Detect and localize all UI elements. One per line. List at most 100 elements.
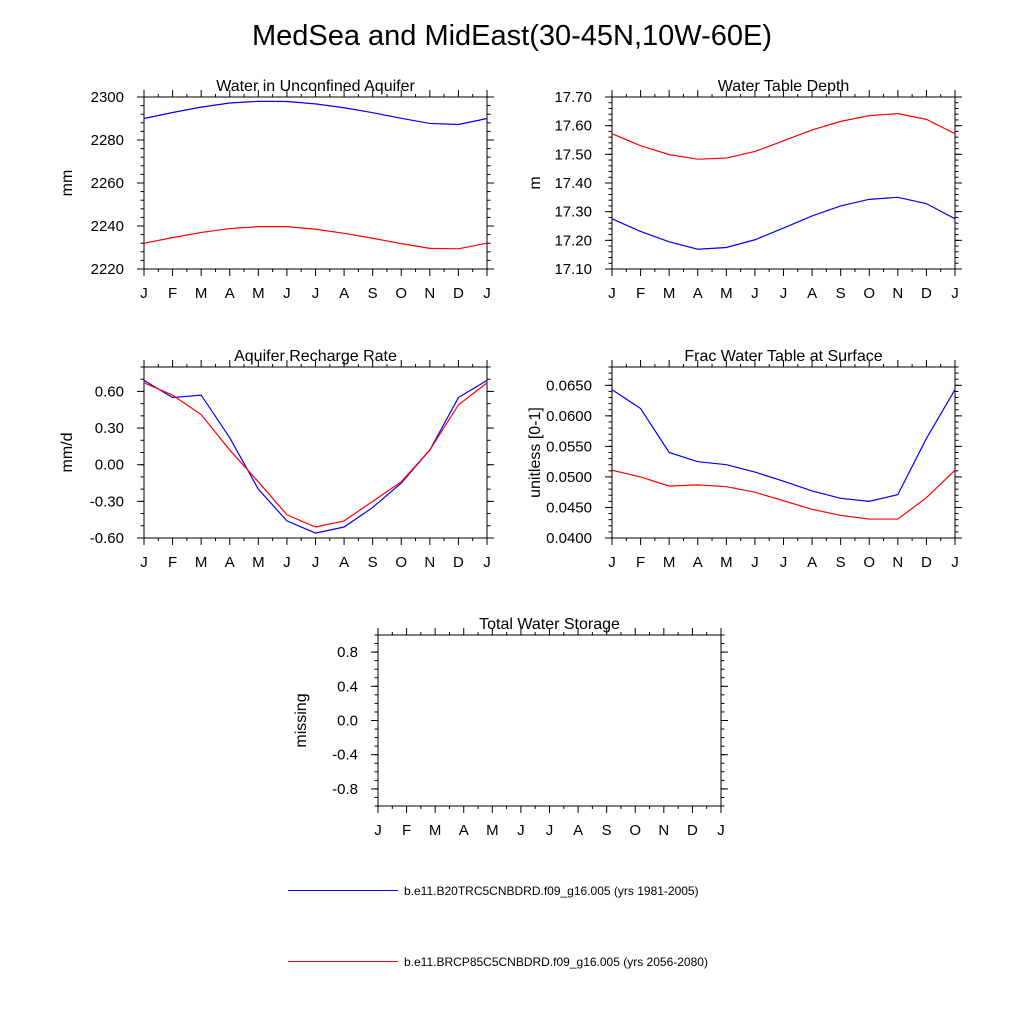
x-tick-label: F	[402, 822, 411, 839]
x-tick-label: J	[546, 822, 554, 839]
series-line-blue	[611, 389, 956, 502]
x-tick-label: S	[836, 554, 846, 571]
y-tick-label: 0.60	[95, 383, 124, 400]
series-line-blue	[611, 196, 956, 250]
y-tick-label: 0.0550	[546, 438, 592, 455]
y-axis-label: m	[527, 176, 544, 189]
panel-title: Aquifer Recharge Rate	[234, 348, 397, 365]
series-line-red	[611, 469, 956, 520]
x-tick-label: M	[195, 554, 208, 571]
y-tick-label: 0.0450	[546, 499, 592, 516]
series-line-red	[143, 226, 488, 250]
y-tick-label: 17.60	[554, 118, 592, 135]
x-tick-label: O	[863, 285, 875, 302]
panel-frac-water-table-surface: Frac Water Table at Surface unitless [0-1…	[527, 348, 962, 571]
y-tick-label: 17.10	[554, 261, 592, 278]
x-tick-label: M	[195, 285, 208, 302]
plot-frame	[611, 96, 956, 270]
y-tick-label: 2220	[91, 261, 124, 278]
x-tick-label: A	[459, 822, 469, 839]
x-tick-label: J	[483, 285, 491, 302]
x-tick-label: J	[312, 554, 320, 571]
y-tick-label: -0.8	[332, 781, 358, 798]
x-tick-label: J	[140, 285, 148, 302]
x-tick-label: A	[225, 554, 235, 571]
y-tick-label: 17.40	[554, 175, 592, 192]
y-tick-label: 0.0650	[546, 377, 592, 394]
y-tick-label: 17.70	[554, 89, 592, 106]
x-tick-label: A	[573, 822, 583, 839]
x-tick-label: M	[663, 554, 676, 571]
x-tick-label: N	[424, 285, 435, 302]
plot-frame	[377, 634, 722, 807]
x-tick-label: A	[807, 285, 817, 302]
x-tick-label: J	[608, 285, 616, 302]
y-tick-label: 2260	[91, 175, 124, 192]
y-tick-label: 0.4	[337, 678, 358, 695]
panel-title: Water in Unconfined Aquifer	[216, 78, 415, 95]
panel-title: Frac Water Table at Surface	[684, 348, 882, 365]
x-tick-label: O	[395, 554, 407, 571]
x-tick-label: S	[602, 822, 612, 839]
x-tick-label: N	[892, 554, 903, 571]
x-tick-label: F	[636, 554, 645, 571]
x-tick-label: M	[252, 554, 265, 571]
plot-frame	[611, 366, 956, 539]
x-tick-label: D	[921, 285, 932, 302]
x-tick-label: M	[429, 822, 442, 839]
y-axis-label: unitless [0-1]	[527, 407, 544, 498]
y-axis-label: mm/d	[59, 433, 76, 473]
y-tick-label: 2240	[91, 218, 124, 235]
x-tick-label: O	[395, 285, 407, 302]
y-tick-label: 0.0500	[546, 469, 592, 486]
y-tick-label: 17.20	[554, 232, 592, 249]
series-line-blue	[143, 379, 488, 534]
x-tick-label: J	[283, 285, 291, 302]
y-tick-label: 17.50	[554, 146, 592, 163]
y-tick-label: 0.0600	[546, 408, 592, 425]
x-tick-label: F	[636, 285, 645, 302]
y-tick-label: -0.4	[332, 747, 358, 764]
x-tick-label: D	[453, 554, 464, 571]
x-tick-label: J	[608, 554, 616, 571]
x-tick-label: D	[453, 285, 464, 302]
x-tick-label: J	[951, 285, 959, 302]
x-tick-label: A	[693, 285, 703, 302]
x-tick-label: A	[225, 285, 235, 302]
x-tick-label: A	[339, 285, 349, 302]
figure-title: MedSea and MidEast(30-45N,10W-60E)	[251, 20, 773, 52]
x-tick-label: N	[658, 822, 669, 839]
y-axis-label: missing	[293, 693, 310, 747]
y-tick-label: -0.30	[90, 493, 124, 510]
plot-frame	[143, 366, 488, 539]
y-tick-label: 0.0400	[546, 530, 592, 547]
x-tick-label: D	[921, 554, 932, 571]
x-tick-label: J	[751, 554, 759, 571]
y-tick-label: 0.00	[95, 457, 124, 474]
x-tick-label: J	[780, 554, 788, 571]
x-tick-label: J	[751, 285, 759, 302]
panel-title: Water Table Depth	[718, 78, 850, 95]
x-tick-label: N	[424, 554, 435, 571]
x-tick-label: F	[168, 554, 177, 571]
x-tick-label: N	[892, 285, 903, 302]
x-tick-label: J	[780, 285, 788, 302]
x-tick-label: J	[717, 822, 725, 839]
y-tick-label: 2300	[91, 89, 124, 106]
x-tick-label: J	[140, 554, 148, 571]
plot-frame	[143, 96, 488, 270]
x-tick-label: M	[252, 285, 265, 302]
x-tick-label: A	[339, 554, 349, 571]
y-tick-label: 2280	[91, 132, 124, 149]
x-tick-label: J	[483, 554, 491, 571]
y-axis-label: mm	[59, 170, 76, 197]
x-tick-label: J	[374, 822, 382, 839]
y-tick-label: -0.60	[90, 530, 124, 547]
x-tick-label: J	[951, 554, 959, 571]
series-line-red	[611, 113, 956, 160]
x-tick-label: F	[168, 285, 177, 302]
x-tick-label: J	[283, 554, 291, 571]
